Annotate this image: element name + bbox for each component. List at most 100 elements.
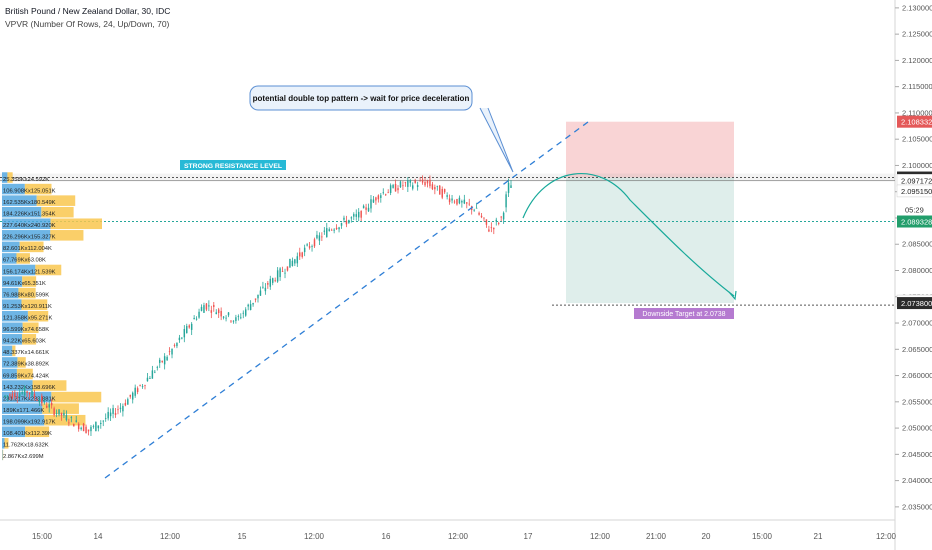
- candle-body: [53, 408, 55, 415]
- candle-body: [102, 420, 104, 422]
- candle-body: [289, 258, 291, 268]
- candle-body: [375, 197, 377, 201]
- candle-body: [294, 259, 296, 264]
- candle-body: [195, 318, 198, 320]
- x-tick-label: 15: [238, 532, 247, 541]
- candle-body: [296, 256, 299, 264]
- volume-profile-up-bar: [2, 449, 3, 461]
- candle-body: [156, 366, 159, 368]
- candle-body: [109, 412, 112, 417]
- volume-profile-label: 76.988Kx80.599K: [3, 292, 49, 298]
- volume-profile-down-bar: [16, 368, 33, 380]
- candle-body: [129, 394, 132, 397]
- x-tick-label: 14: [94, 532, 103, 541]
- candle-body: [28, 392, 31, 395]
- candle-body: [328, 229, 330, 231]
- candle-body: [122, 405, 124, 412]
- x-tick-label: 15:00: [752, 532, 773, 541]
- candle-body: [318, 235, 321, 241]
- candle-body: [384, 194, 387, 196]
- candle-body: [303, 247, 306, 253]
- candle-body: [41, 395, 43, 404]
- candle-body: [311, 246, 313, 247]
- candle-body: [397, 188, 399, 191]
- candle-body: [203, 305, 205, 313]
- volume-profile-down-bar: [22, 334, 37, 345]
- candle-body: [149, 378, 151, 379]
- y-tick-label: 2.045000: [902, 450, 932, 459]
- candle-body: [389, 185, 392, 193]
- candle-body: [510, 185, 512, 188]
- candle-body: [131, 392, 134, 400]
- candle-body: [306, 244, 308, 246]
- volume-profile-down-bar: [44, 414, 86, 426]
- candle-body: [409, 180, 412, 183]
- volume-profile-up-bar: [2, 403, 43, 414]
- candle-body: [154, 371, 156, 373]
- volume-profile-down-bar: [22, 322, 39, 334]
- volume-profile-down-bar: [16, 253, 30, 264]
- price-label-box: [897, 115, 932, 128]
- y-tick-label: 2.110000: [902, 108, 932, 117]
- volume-profile-down-bar: [41, 206, 74, 218]
- y-tick-label: 2.105000: [902, 135, 932, 144]
- candle-body: [46, 405, 48, 408]
- volume-profile-up-bar: [2, 357, 18, 368]
- candle-body: [254, 298, 257, 300]
- volume-profile-up-bar: [2, 287, 19, 299]
- price-label-box: [896, 184, 932, 198]
- candle-body: [276, 270, 279, 282]
- candle-body: [478, 212, 480, 215]
- candle-body: [38, 400, 41, 403]
- candle-body: [338, 227, 340, 230]
- candle-body: [193, 317, 195, 320]
- indicator-legend[interactable]: VPVR (Number Of Rows, 24, Up/Down, 70): [5, 19, 170, 29]
- volume-profile-label: 2.867Kx2.699M: [3, 454, 44, 460]
- candle-body: [269, 278, 272, 287]
- volume-profile-label: 96.599Kx74.658K: [3, 327, 49, 333]
- candle-body: [124, 402, 127, 406]
- y-tick-label: 2.120000: [902, 56, 932, 65]
- candle-body: [382, 192, 385, 194]
- candle-body: [439, 185, 441, 195]
- volume-profile-up-bar: [2, 426, 26, 438]
- x-tick-label: 12:00: [448, 532, 469, 541]
- candle-body: [505, 194, 507, 208]
- candle-body: [426, 180, 429, 184]
- candle-body: [416, 185, 419, 187]
- y-tick-label: 2.060000: [902, 371, 932, 380]
- volume-profile-down-bar: [21, 299, 48, 310]
- candle-body: [97, 425, 100, 429]
- candle-body: [291, 260, 294, 266]
- price-label-box: [897, 297, 932, 310]
- volume-profile-down-bar: [22, 276, 37, 287]
- volume-profile-down-bar: [42, 403, 79, 414]
- volume-profile-up-bar: [2, 183, 25, 195]
- candle-body: [431, 184, 434, 190]
- candle-body: [173, 345, 176, 346]
- volume-profile-up-bar: [2, 195, 37, 206]
- candle-body: [151, 370, 154, 379]
- candle-body: [353, 214, 355, 217]
- candle-body: [21, 391, 23, 394]
- candle-body: [453, 201, 456, 203]
- candle-body: [281, 271, 284, 272]
- candle-body: [434, 187, 436, 190]
- candle-body: [370, 199, 372, 209]
- candle-body: [134, 387, 136, 396]
- candle-body: [350, 217, 353, 219]
- price-label-value: 2.089328: [901, 218, 932, 227]
- volume-profile-down-bar: [27, 310, 49, 322]
- candle-body: [274, 280, 276, 282]
- candle-body: [58, 409, 60, 415]
- candle-body: [377, 195, 380, 200]
- candle-body: [247, 304, 249, 307]
- candle-body: [475, 207, 478, 209]
- candle-body: [230, 320, 232, 322]
- volume-profile-up-bar: [2, 230, 51, 241]
- candle-body: [446, 195, 448, 197]
- volume-profile-label: 231.217Kx233.881K: [3, 396, 56, 402]
- candle-body: [436, 185, 439, 187]
- candle-body: [394, 183, 397, 192]
